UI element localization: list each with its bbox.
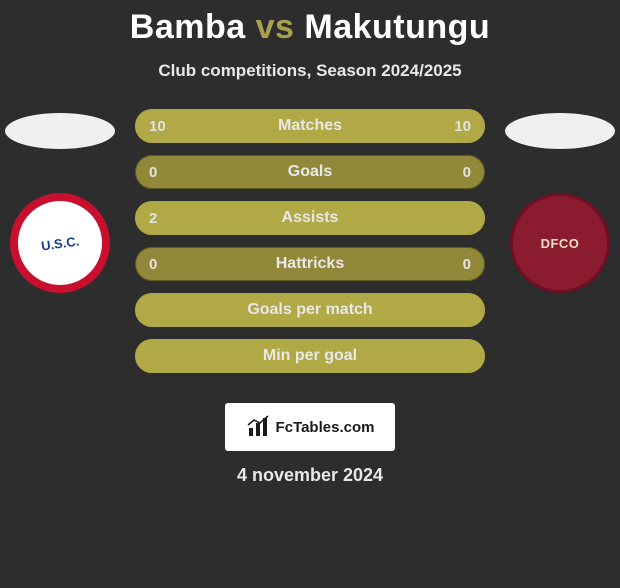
stat-label: Goals [288, 163, 332, 181]
stat-row: Min per goal [135, 339, 485, 373]
stat-label: Goals per match [247, 301, 372, 319]
stat-value-left: 2 [149, 210, 157, 227]
stat-label: Hattricks [276, 255, 344, 273]
player2-club-crest: DFCO [510, 193, 610, 293]
stat-value-right: 0 [463, 164, 471, 181]
comparison-bars: 10 Matches 10 0 Goals 0 2 Assists 0 Hattricks 0 Goa… [135, 109, 485, 373]
stat-row: 10 Matches 10 [135, 109, 485, 143]
player2-avatar-placeholder [505, 113, 615, 149]
chart-bars-icon [246, 415, 270, 439]
stat-value-left: 10 [149, 118, 166, 135]
title-vs: vs [256, 8, 295, 46]
stat-row: Goals per match [135, 293, 485, 327]
crest-left-abbr: U.S.C. [40, 233, 80, 253]
stat-value-left: 0 [149, 256, 157, 273]
footer-date: 4 november 2024 [0, 465, 620, 486]
left-column: U.S.C. [0, 109, 120, 293]
stat-label: Min per goal [263, 347, 357, 365]
stat-value-right: 10 [454, 118, 471, 135]
stat-value-left: 0 [149, 164, 157, 181]
page-title: Bamba vs Makutungu [0, 8, 620, 47]
comparison-area: U.S.C. DFCO 10 Matches 10 0 Goals 0 2 Assists 0 H… [0, 109, 620, 389]
title-player2: Makutungu [304, 8, 490, 46]
subtitle: Club competitions, Season 2024/2025 [0, 61, 620, 81]
stat-label: Matches [278, 117, 342, 135]
stat-row: 2 Assists [135, 201, 485, 235]
brand-badge: FcTables.com [225, 403, 395, 451]
player1-club-crest: U.S.C. [10, 193, 110, 293]
stat-row: 0 Hattricks 0 [135, 247, 485, 281]
stat-value-right: 0 [463, 256, 471, 273]
player1-avatar-placeholder [5, 113, 115, 149]
stat-row: 0 Goals 0 [135, 155, 485, 189]
crest-right-abbr: DFCO [541, 236, 580, 251]
right-column: DFCO [500, 109, 620, 293]
brand-text: FcTables.com [276, 419, 375, 436]
title-player1: Bamba [130, 8, 246, 46]
stat-label: Assists [282, 209, 339, 227]
